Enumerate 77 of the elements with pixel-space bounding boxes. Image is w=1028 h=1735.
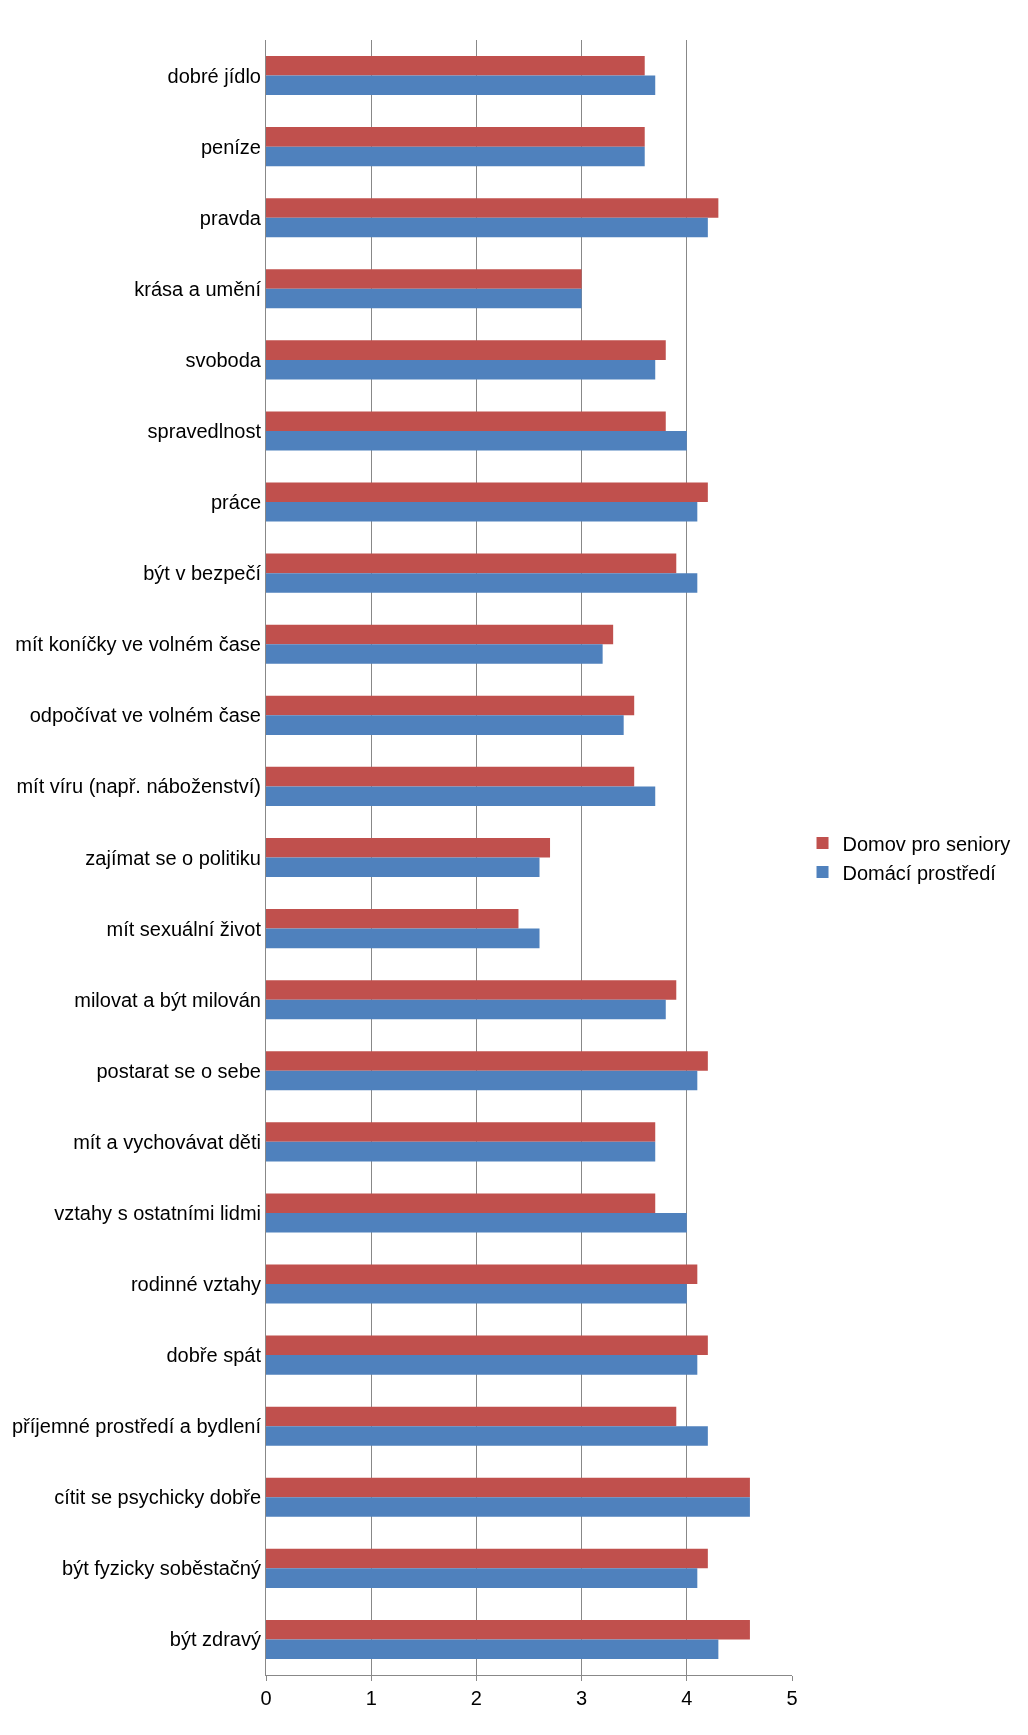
y-tick-label: být fyzicky soběstačný [62, 1557, 261, 1580]
bar [266, 411, 666, 431]
x-tick-label: 2 [470, 1687, 482, 1709]
x-tick-label: 3 [576, 1687, 588, 1709]
y-tick-label: být v bezpečí [143, 562, 262, 585]
x-tick-label: 1 [365, 1687, 377, 1709]
bar [266, 980, 677, 1000]
y-tick-label: cítit se psychicky dobře [54, 1486, 261, 1509]
bar [266, 715, 624, 735]
bar [266, 1335, 708, 1356]
bar [266, 1406, 677, 1427]
bar [266, 1426, 708, 1446]
y-tick-label: mít koníčky ve volném čase [15, 633, 261, 656]
bar [266, 269, 582, 289]
bar [266, 359, 656, 380]
bar [266, 837, 551, 858]
bar [266, 198, 719, 218]
bar [266, 999, 666, 1020]
bar [266, 1070, 698, 1091]
bar [266, 1568, 698, 1588]
bar [266, 857, 540, 878]
x-tick-label: 5 [786, 1687, 798, 1709]
bar [266, 1619, 750, 1640]
y-tick-label: spravedlnost [147, 419, 262, 442]
bar [266, 928, 540, 949]
bar [266, 644, 603, 664]
bar [266, 55, 645, 76]
bar [266, 1548, 708, 1569]
y-tick-label: být zdravý [169, 1628, 261, 1651]
bar [266, 430, 687, 451]
bar [266, 695, 635, 716]
y-tick-label: práce [210, 491, 261, 514]
bar [266, 1477, 750, 1498]
bar [266, 502, 698, 522]
y-tick-label: příjemné prostředí a bydlení [11, 1415, 262, 1438]
bar [266, 146, 645, 167]
y-tick-label: zajímat se o politiku [85, 846, 261, 869]
bar [266, 1122, 656, 1142]
bar [266, 1284, 687, 1304]
bar [266, 340, 666, 360]
bar [266, 1497, 750, 1517]
y-tick-label: mít víru (např. náboženství) [16, 775, 261, 798]
bar [266, 1355, 698, 1375]
y-tick-label: rodinné vztahy [130, 1273, 261, 1296]
y-tick-label: odpočívat ve volném čase [29, 704, 261, 727]
bar [266, 624, 614, 645]
legend-label: Domov pro seniory [842, 832, 1011, 855]
y-tick-label: dobré jídlo [167, 64, 261, 87]
y-tick-label: milovat a být milován [74, 988, 261, 1011]
bar [266, 1141, 656, 1162]
y-tick-label: pravda [199, 206, 262, 229]
x-tick-label: 4 [681, 1687, 693, 1709]
y-tick-label: mít sexuální život [106, 917, 262, 940]
bar [266, 909, 519, 929]
x-tick-label: 0 [260, 1687, 272, 1709]
bar [266, 766, 635, 787]
bar [266, 288, 582, 309]
y-tick-label: vztahy s ostatními lidmi [54, 1201, 261, 1224]
y-tick-label: postarat se o sebe [96, 1059, 261, 1082]
y-tick-label: svoboda [185, 348, 262, 371]
bar [266, 1193, 656, 1213]
bar [266, 127, 645, 147]
y-tick-label: peníze [200, 135, 261, 158]
y-tick-label: krása a umění [134, 277, 262, 300]
bar [266, 553, 677, 574]
bar [266, 1639, 719, 1660]
bar [266, 1051, 708, 1071]
y-tick-label: dobře spát [166, 1344, 262, 1367]
bar [266, 573, 698, 593]
legend-label: Domácí prostředí [842, 861, 997, 884]
bar [266, 75, 656, 96]
y-tick-label: mít a vychovávat děti [73, 1130, 261, 1153]
bar [266, 217, 708, 238]
bar [266, 786, 656, 806]
bar [266, 1264, 698, 1285]
bar [266, 482, 708, 503]
bar [266, 1212, 687, 1233]
